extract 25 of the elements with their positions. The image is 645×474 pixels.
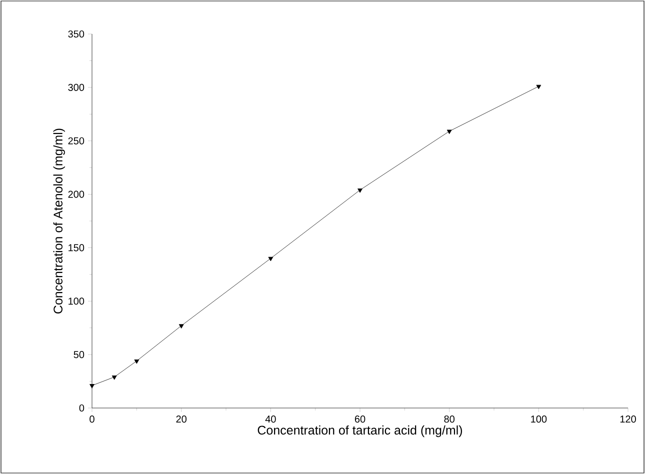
point bbox=[178, 324, 184, 329]
x-tick-label: 0 bbox=[90, 416, 94, 423]
y-tick-label: 200 bbox=[68, 190, 84, 198]
point bbox=[90, 384, 94, 388]
y-tick-label: 350 bbox=[68, 30, 84, 38]
x-tick-label: 40 bbox=[265, 416, 276, 423]
x-tick-label: 20 bbox=[176, 416, 187, 423]
x-tick-label: 60 bbox=[354, 416, 366, 423]
point bbox=[112, 376, 117, 380]
x-tick-label: 80 bbox=[444, 416, 455, 423]
y-tick-label: 150 bbox=[68, 244, 84, 252]
x-tick-label: 120 bbox=[620, 416, 636, 423]
point bbox=[536, 84, 542, 90]
y-tick-label: 300 bbox=[68, 84, 84, 91]
point bbox=[268, 256, 274, 262]
x-axis-title: Concentration of tartaric acid (mg/ml) bbox=[258, 425, 462, 438]
y-tick-label: 250 bbox=[68, 137, 84, 144]
point bbox=[134, 359, 140, 364]
point bbox=[446, 130, 452, 134]
x-tick-label: 100 bbox=[531, 416, 547, 423]
y-tick-label: 0 bbox=[79, 404, 84, 412]
point bbox=[358, 188, 362, 193]
y-tick-label: 50 bbox=[74, 351, 84, 358]
y-axis-title: Concentration of Atenolol (mg/ml) bbox=[53, 128, 65, 314]
y-tick-label: 100 bbox=[68, 298, 84, 305]
